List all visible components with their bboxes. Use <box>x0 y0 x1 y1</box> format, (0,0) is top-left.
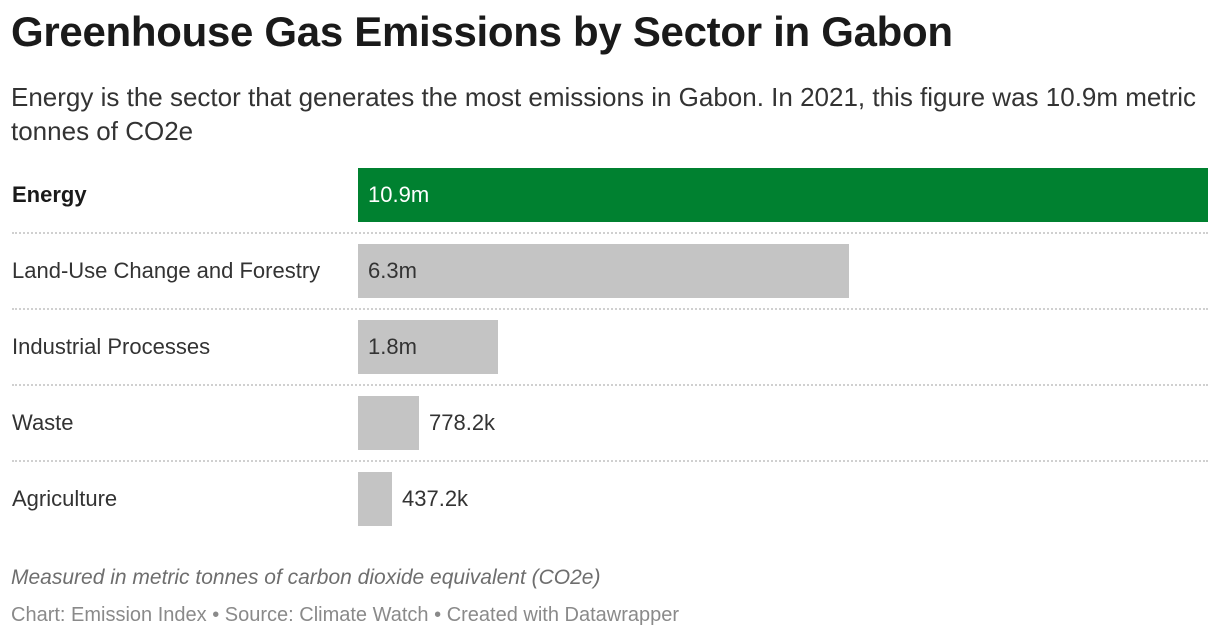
credit-separator: • <box>434 604 442 626</box>
bar-row: Energy 10.9m <box>0 168 1220 244</box>
credit-source[interactable]: Source: Climate Watch <box>224 604 429 626</box>
chart-footer: Chart: Emission Index • Source: Climate … <box>11 604 679 627</box>
bar <box>358 472 392 526</box>
bar <box>358 396 419 450</box>
chart-title: Greenhouse Gas Emissions by Sector in Ga… <box>11 8 953 55</box>
chart-subtitle: Energy is the sector that generates the … <box>11 82 1197 146</box>
credit-tool[interactable]: Created with Datawrapper <box>446 604 680 626</box>
chart-notes: Measured in metric tonnes of carbon diox… <box>11 566 601 589</box>
bar <box>358 244 849 298</box>
row-divider <box>12 232 1208 234</box>
bar <box>358 320 498 374</box>
value-label: 778.2k <box>429 410 496 435</box>
bar-row: Agriculture 437.2k <box>0 472 1220 548</box>
bar-row: Waste 778.2k <box>0 396 1220 472</box>
bar-row: Industrial Processes 1.8m <box>0 320 1220 396</box>
credit-chart[interactable]: Chart: Emission Index <box>11 604 207 626</box>
category-label: Land-Use Change and Forestry <box>12 258 321 283</box>
value-label: 1.8m <box>368 334 417 359</box>
category-label: Industrial Processes <box>12 334 211 359</box>
row-divider <box>12 384 1208 386</box>
row-divider <box>12 308 1208 310</box>
value-label: 437.2k <box>402 486 469 511</box>
credit-separator: • <box>212 604 220 626</box>
value-label: 10.9m <box>368 182 430 207</box>
category-label: Waste <box>12 410 74 435</box>
row-divider <box>12 460 1208 462</box>
bar <box>358 168 1208 222</box>
category-label: Energy <box>12 182 87 207</box>
value-label: 6.3m <box>368 258 417 283</box>
category-label: Agriculture <box>12 486 118 511</box>
bar-row: Land-Use Change and Forestry 6.3m <box>0 244 1220 320</box>
